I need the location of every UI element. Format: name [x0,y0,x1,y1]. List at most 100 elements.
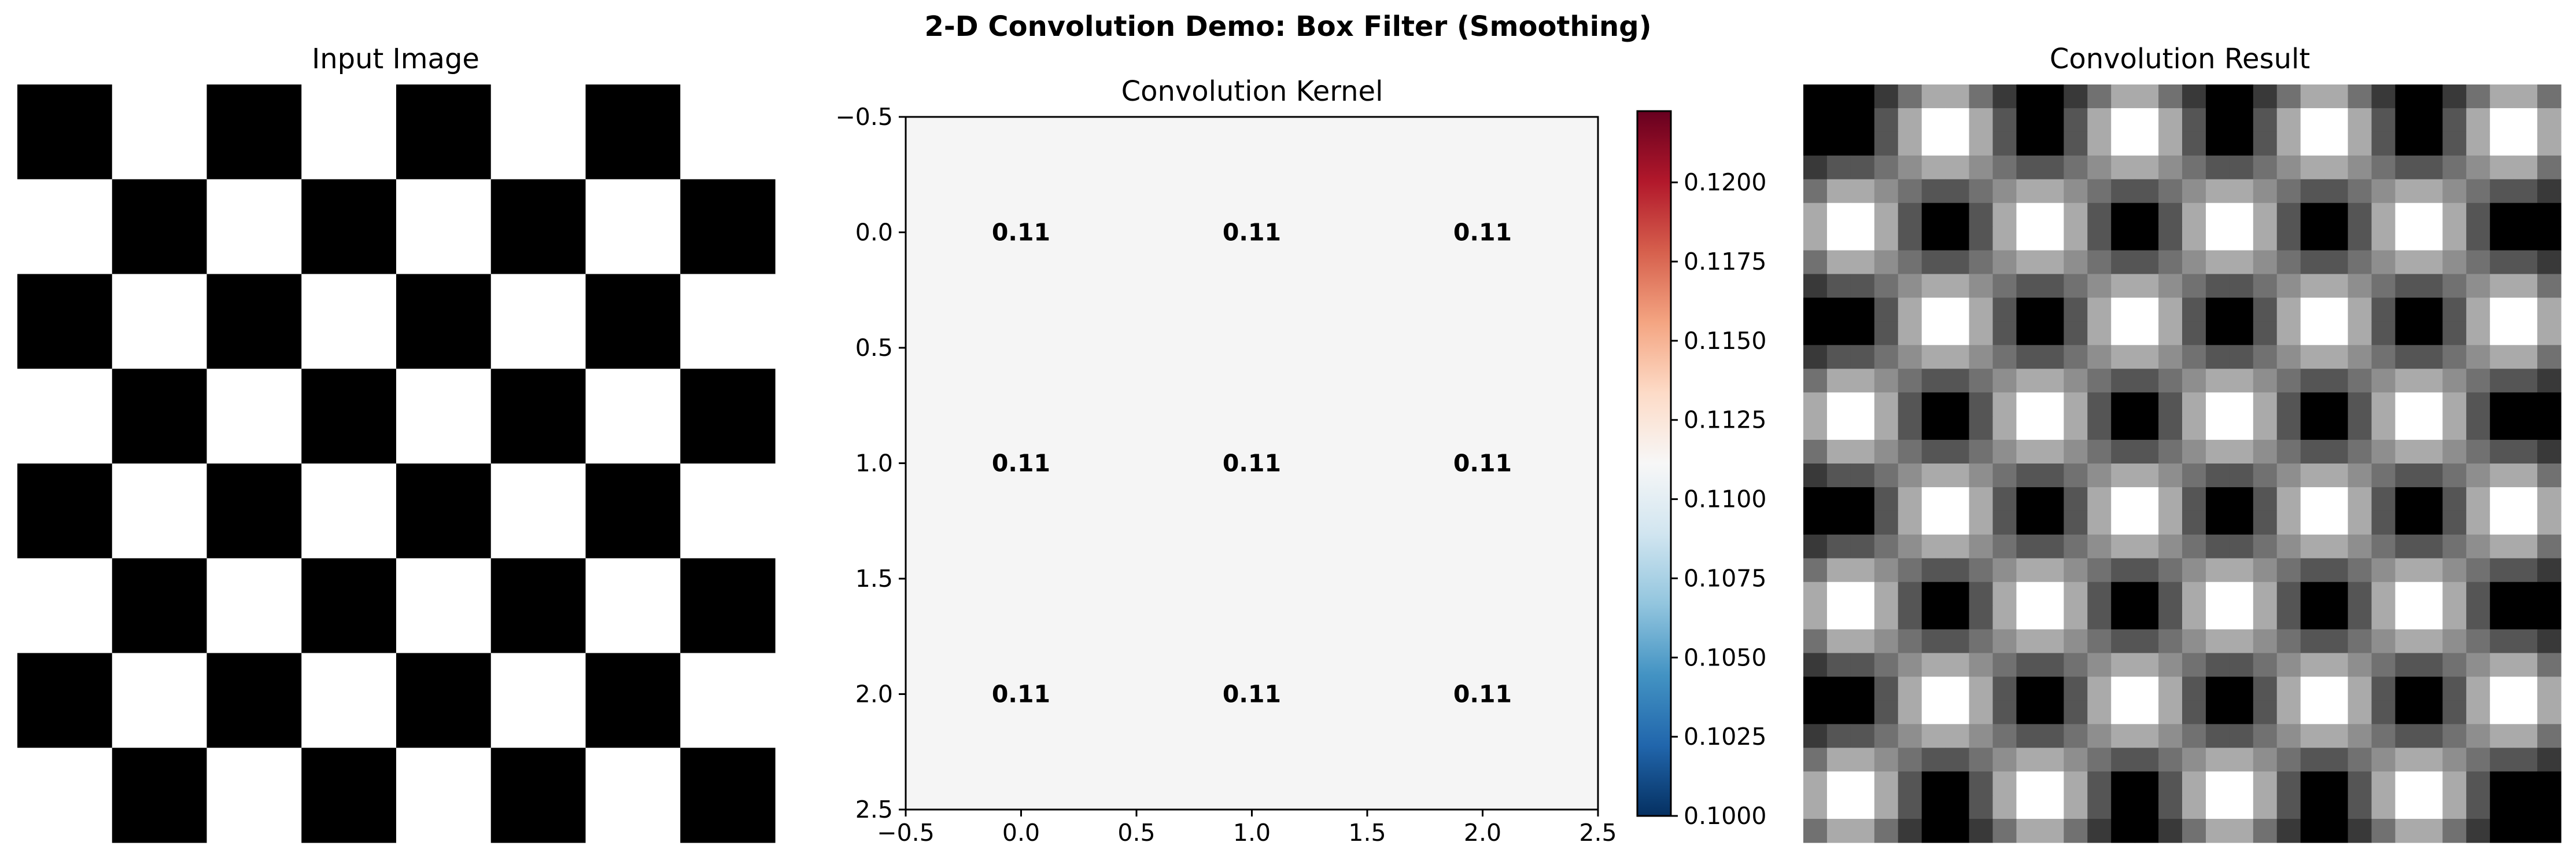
result-cell [2040,179,2064,204]
result-cell [2419,179,2443,204]
kernel-x-axis: −0.5 0.0 0.5 1.0 1.5 2.0 2.5 [877,810,1617,847]
result-cell [2395,416,2419,440]
result-cell [2466,131,2490,156]
result-cell [2466,724,2490,748]
result-cell [2229,416,2254,440]
result-cell [2158,250,2183,275]
result-cell [2111,748,2135,772]
result-cell [1969,345,1994,369]
result-cell [2111,108,2135,133]
result-cell [2324,226,2349,251]
result-cell [2442,250,2467,275]
result-cell [2182,819,2206,843]
result-cell [2064,510,2088,535]
result-cell [2111,605,2135,630]
result-cell [2395,250,2419,275]
result-cell [2064,392,2088,417]
input-cell [206,464,302,559]
result-cell [2064,464,2088,488]
result-cell [2087,392,2112,417]
result-cell [1921,226,1946,251]
result-cell [1945,131,1970,156]
result-cell [2419,416,2443,440]
result-cell [1969,155,1994,180]
result-cell [2158,321,2183,345]
result-cell [2111,724,2135,748]
result-cell [1921,203,1946,227]
result-cell [2276,700,2301,724]
result-cell [2016,795,2040,819]
result-cell [2371,724,2396,748]
result-cell [2514,203,2538,227]
y-tick-label: 2.5 [855,796,893,823]
result-cell [2111,203,2135,227]
result-cell [2158,748,2183,772]
result-cell [2253,84,2278,109]
result-cell [2229,84,2254,109]
result-cell [2348,464,2372,488]
input-cell [396,748,492,843]
result-cell [2016,771,2040,796]
result-cell [2514,416,2538,440]
result-cell [1850,676,1875,701]
result-cell [2419,487,2443,512]
result-cell [2040,534,2064,559]
result-cell [2395,464,2419,488]
result-cell [1921,795,1946,819]
result-cell [1969,108,1994,133]
result-cell [2135,819,2159,843]
result-cell [1945,440,1970,464]
result-cell [2348,819,2372,843]
result-cell [2182,108,2206,133]
input-cell [17,653,113,748]
result-cell [2466,155,2490,180]
result-cell [2466,274,2490,299]
result-cell [2087,84,2112,109]
result-cell [2158,155,2183,180]
result-cell [2348,795,2372,819]
result-cell [2300,131,2325,156]
result-cell [1969,795,1994,819]
colorbar-tick-label: 0.1100 [1684,486,1766,513]
input-cell [112,653,208,748]
result-cell [2371,274,2396,299]
result-cell [1874,700,1899,724]
result-cell [2442,108,2467,133]
result-cell [1945,179,1970,204]
result-cell [2300,297,2325,322]
result-cell [2276,487,2301,512]
result-cell [2158,297,2183,322]
result-cell [2158,629,2183,654]
result-cell [2466,440,2490,464]
result-cell [2016,534,2040,559]
result-cell [2158,416,2183,440]
result-cell [2158,795,2183,819]
result-cell [2016,321,2040,345]
result-cell [2490,629,2514,654]
input-cell [301,369,397,464]
result-cell [2253,155,2278,180]
result-cell [1850,582,1875,606]
result-cell [2158,440,2183,464]
result-cell [2087,131,2112,156]
result-cell [2442,131,2467,156]
result-cell [2324,771,2349,796]
result-cell [2111,510,2135,535]
result-cell [1826,84,1851,109]
result-cell [2490,440,2514,464]
result-cell [2537,724,2562,748]
result-cell [1826,440,1851,464]
input-cell [680,369,776,464]
result-cell [2253,819,2278,843]
result-cell [2205,250,2230,275]
input-cell [396,179,492,275]
result-cell [2300,155,2325,180]
result-cell [2371,464,2396,488]
result-cell [1826,297,1851,322]
result-cell [2229,605,2254,630]
result-cell [1898,250,1922,275]
result-cell [2158,203,2183,227]
result-cell [2253,748,2278,772]
result-cell [2205,510,2230,535]
input-cell [490,179,586,275]
